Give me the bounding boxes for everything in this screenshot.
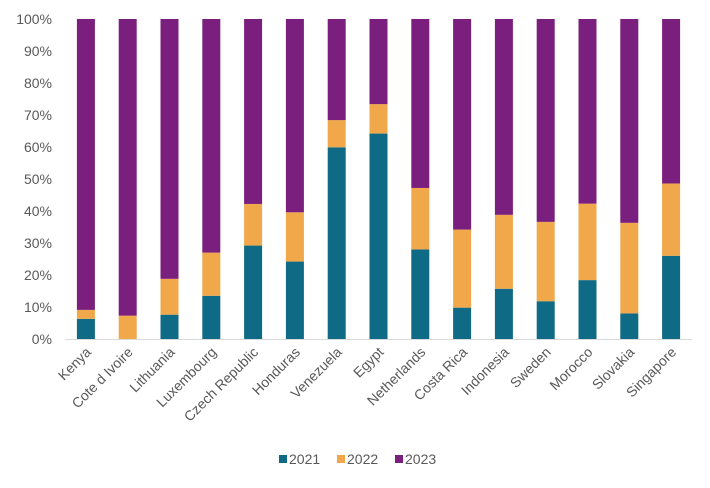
bar-segment-2021-czech-republic xyxy=(244,245,263,339)
bar-segment-2023-cote-d-ivoire xyxy=(118,19,137,316)
bar-segment-2023-morocco xyxy=(578,19,597,204)
y-tick-label: 90% xyxy=(24,43,52,59)
bar-segment-2021-egypt xyxy=(369,133,388,339)
bar-segment-2022-singapore xyxy=(662,183,681,256)
y-tick-label: 60% xyxy=(24,139,52,155)
bar-segment-2023-honduras xyxy=(285,19,304,213)
bar-segment-2022-lithuania xyxy=(160,278,179,315)
bar-segment-2023-egypt xyxy=(369,19,388,105)
x-tick-label: Sweden xyxy=(507,344,554,391)
x-tick-label: Kenya xyxy=(55,344,95,384)
bar-segment-2023-indonesia xyxy=(494,19,513,215)
y-tick-label: 10% xyxy=(24,299,52,315)
bar-segment-2021-honduras xyxy=(285,261,304,339)
y-tick-label: 80% xyxy=(24,75,52,91)
bar-segment-2021-indonesia xyxy=(494,288,513,339)
bar-segment-2022-honduras xyxy=(285,212,304,262)
bar-segment-2021-venezuela xyxy=(327,147,346,339)
bars xyxy=(76,19,681,339)
bar-segment-2023-kenya xyxy=(76,19,95,310)
y-tick-label: 20% xyxy=(24,267,52,283)
bar-segment-2023-venezuela xyxy=(327,19,346,121)
bar-segment-2021-kenya xyxy=(76,318,95,339)
bar-segment-2022-egypt xyxy=(369,104,388,134)
bar-segment-2023-luxembourg xyxy=(202,19,221,253)
x-tick-label: Czech Republic xyxy=(181,344,262,425)
y-tick-label: 50% xyxy=(24,171,52,187)
bar-segment-2023-singapore xyxy=(662,19,681,184)
bar-segment-2021-luxembourg xyxy=(202,295,221,339)
legend: 2021 2022 2023 xyxy=(279,451,436,467)
bar-segment-2021-sweden xyxy=(536,301,555,339)
bar-segment-2022-slovakia xyxy=(620,222,639,314)
bar-segment-2022-indonesia xyxy=(494,214,513,289)
bar-segment-2022-kenya xyxy=(76,309,95,319)
bar-segment-2021-morocco xyxy=(578,280,597,339)
y-tick-label: 100% xyxy=(16,11,52,27)
bar-segment-2022-luxembourg xyxy=(202,252,221,296)
y-tick-label: 70% xyxy=(24,107,52,123)
bar-segment-2023-slovakia xyxy=(620,19,639,223)
legend-label-2022: 2022 xyxy=(347,451,378,467)
bar-segment-2023-costa-rica xyxy=(453,19,472,230)
bar-segment-2023-sweden xyxy=(536,19,555,222)
y-tick-label: 40% xyxy=(24,203,52,219)
x-tick-label: Morocco xyxy=(546,344,595,393)
bar-segment-2022-venezuela xyxy=(327,120,346,148)
bar-segment-2021-lithuania xyxy=(160,314,179,339)
bar-segment-2022-morocco xyxy=(578,203,597,281)
bar-segment-2022-cote-d-ivoire xyxy=(118,315,137,339)
legend-label-2023: 2023 xyxy=(405,451,436,467)
bar-segment-2021-costa-rica xyxy=(453,307,472,339)
legend-swatch-2023 xyxy=(395,455,403,463)
bar-segment-2022-czech-republic xyxy=(244,203,263,246)
y-tick-label: 0% xyxy=(32,331,52,347)
bar-segment-2021-slovakia xyxy=(620,313,639,339)
bar-segment-2021-netherlands xyxy=(411,249,430,339)
legend-swatch-2021 xyxy=(279,455,287,463)
bar-segment-2021-singapore xyxy=(662,255,681,339)
bar-segment-2023-czech-republic xyxy=(244,19,263,204)
bar-segment-2023-lithuania xyxy=(160,19,179,279)
y-tick-label: 30% xyxy=(24,235,52,251)
x-tick-label: Egypt xyxy=(350,344,387,381)
bar-segment-2022-costa-rica xyxy=(453,229,472,308)
bar-segment-2023-netherlands xyxy=(411,19,430,188)
bar-segment-2022-sweden xyxy=(536,221,555,302)
y-axis: 0% 10% 20% 30% 40% 50% 60% 70% 80% 90% 100% xyxy=(16,11,52,347)
legend-swatch-2022 xyxy=(337,455,345,463)
legend-label-2021: 2021 xyxy=(289,451,320,467)
bar-segment-2022-netherlands xyxy=(411,187,430,250)
